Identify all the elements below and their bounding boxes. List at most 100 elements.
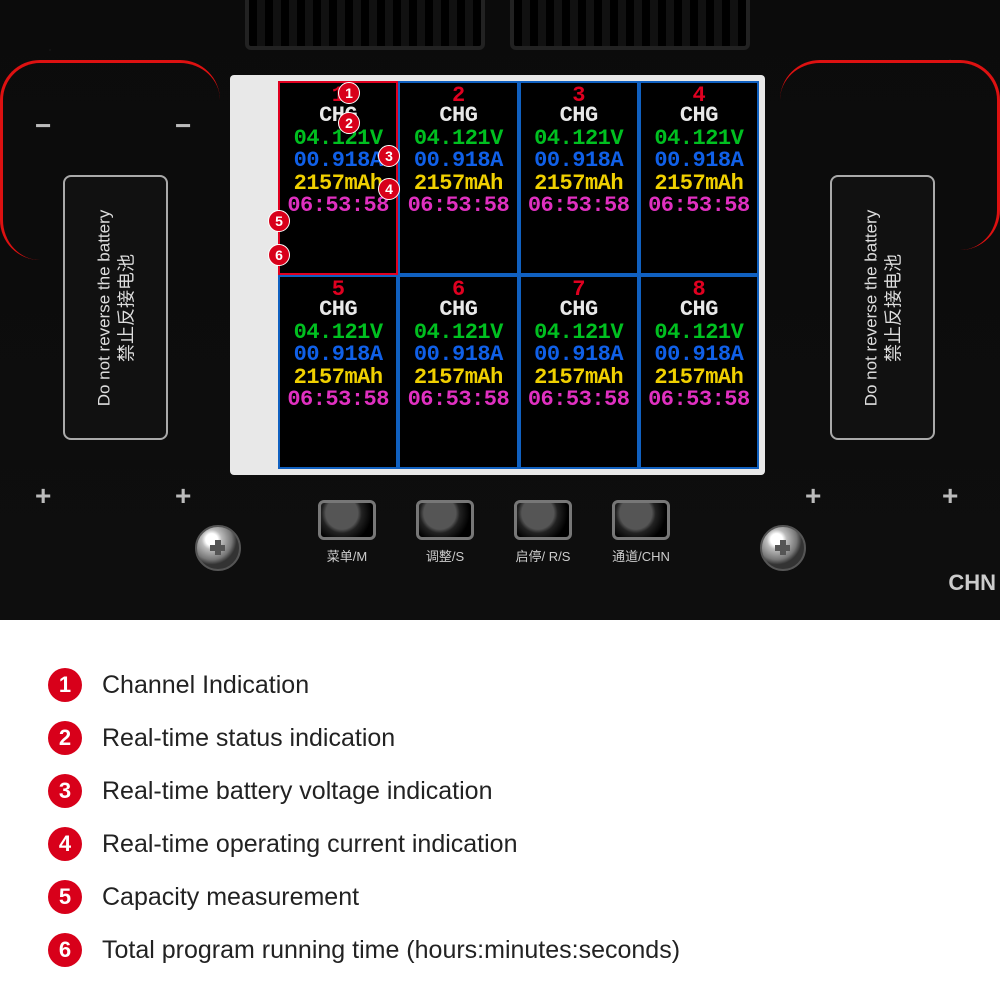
cell-status: CHG <box>560 105 598 127</box>
legend: 1 Channel Indication 2 Real-time status ind… <box>0 620 1000 967</box>
cell-time: 06:53:58 <box>287 195 389 217</box>
lcd-cell-8: 8CHG04.121V00.918A2157mAh06:53:58 <box>639 275 759 469</box>
cell-capacity: 2157mAh <box>294 367 383 389</box>
cell-capacity: 2157mAh <box>534 173 623 195</box>
cell-status: CHG <box>439 299 477 321</box>
bay-warning-left: Do not reverse the battery 禁止反接电池 <box>93 209 138 406</box>
cell-time: 06:53:58 <box>287 389 389 411</box>
hw-button[interactable]: 调整/S <box>416 500 474 565</box>
cell-status: CHG <box>439 105 477 127</box>
legend-text: Real-time battery voltage indication <box>102 777 492 806</box>
hw-button[interactable]: 启停/ R/S <box>514 500 572 565</box>
button-cap[interactable] <box>318 500 376 540</box>
polarity-plus: + <box>35 480 51 512</box>
screw <box>760 525 806 571</box>
cell-status: CHG <box>560 299 598 321</box>
cell-capacity: 2157mAh <box>414 367 503 389</box>
screw <box>195 525 241 571</box>
legend-text: Total program running time (hours:minute… <box>102 936 680 965</box>
cell-capacity: 2157mAh <box>534 367 623 389</box>
legend-row-2: 2 Real-time status indication <box>48 721 970 755</box>
legend-badge: 3 <box>48 774 82 808</box>
cell-time: 06:53:58 <box>408 195 510 217</box>
cell-capacity: 2157mAh <box>414 173 503 195</box>
polarity-plus: + <box>175 480 191 512</box>
cell-time: 06:53:58 <box>648 389 750 411</box>
lcd-cell-4: 4CHG04.121V00.918A2157mAh06:53:58 <box>639 81 759 275</box>
lcd-cell-2: 2CHG04.121V00.918A2157mAh06:53:58 <box>398 81 518 275</box>
lcd-callout-4: 4 <box>378 178 400 200</box>
cell-current: 00.918A <box>414 150 503 172</box>
cell-time: 06:53:58 <box>528 389 630 411</box>
polarity-minus: − <box>35 110 51 142</box>
hw-button[interactable]: 通道/CHN <box>612 500 670 565</box>
cell-current: 00.918A <box>414 344 503 366</box>
button-label: 菜单/M <box>327 546 367 565</box>
legend-row-1: 1 Channel Indication <box>48 668 970 702</box>
cell-voltage: 04.121V <box>414 128 503 150</box>
legend-text: Real-time operating current indication <box>102 830 518 859</box>
button-cap[interactable] <box>514 500 572 540</box>
cell-current: 00.918A <box>294 344 383 366</box>
cell-voltage: 04.121V <box>294 128 383 150</box>
bay-warning-en: Do not reverse the battery <box>861 209 880 406</box>
lcd-callout-1: 1 <box>338 82 360 104</box>
legend-row-3: 3 Real-time battery voltage indication <box>48 774 970 808</box>
polarity-plus: + <box>805 480 821 512</box>
cell-voltage: 04.121V <box>294 322 383 344</box>
polarity-plus: + <box>942 480 958 512</box>
legend-row-4: 4 Real-time operating current indication <box>48 827 970 861</box>
cell-capacity: 2157mAh <box>654 173 743 195</box>
legend-badge: 4 <box>48 827 82 861</box>
bay-warning-en: Do not reverse the battery <box>94 209 113 406</box>
legend-badge: 1 <box>48 668 82 702</box>
lcd-cell-5: 5CHG04.121V00.918A2157mAh06:53:58 <box>278 275 398 469</box>
legend-row-5: 5 Capacity measurement <box>48 880 970 914</box>
button-cap[interactable] <box>416 500 474 540</box>
cell-current: 00.918A <box>534 344 623 366</box>
lcd-cell-7: 7CHG04.121V00.918A2157mAh06:53:58 <box>519 275 639 469</box>
cell-capacity: 2157mAh <box>654 367 743 389</box>
lcd-screen: 1CHG04.121V00.918A2157mAh06:53:582CHG04.… <box>278 81 759 469</box>
button-cap[interactable] <box>612 500 670 540</box>
lcd-cell-6: 6CHG04.121V00.918A2157mAh06:53:58 <box>398 275 518 469</box>
legend-badge: 2 <box>48 721 82 755</box>
bay-warning-right: Do not reverse the battery 禁止反接电池 <box>860 209 905 406</box>
fan-left <box>245 0 485 50</box>
chn-side-label: CHN <box>948 570 996 596</box>
lcd-callout-3: 3 <box>378 145 400 167</box>
button-row: 菜单/M 调整/S 启停/ R/S 通道/CHN <box>318 500 670 565</box>
button-label: 调整/S <box>426 546 464 565</box>
cell-time: 06:53:58 <box>528 195 630 217</box>
lcd-callout-5: 5 <box>268 210 290 232</box>
cell-voltage: 04.121V <box>654 128 743 150</box>
cell-voltage: 04.121V <box>654 322 743 344</box>
cell-current: 00.918A <box>294 150 383 172</box>
battery-bay-left: Do not reverse the battery 禁止反接电池 <box>63 175 168 440</box>
lcd-callout-2: 2 <box>338 112 360 134</box>
cell-status: CHG <box>680 299 718 321</box>
cell-status: CHG <box>680 105 718 127</box>
battery-bay-right: Do not reverse the battery 禁止反接电池 <box>830 175 935 440</box>
button-label: 启停/ R/S <box>516 546 571 565</box>
fan-right <box>510 0 750 50</box>
legend-badge: 5 <box>48 880 82 914</box>
cell-voltage: 04.121V <box>534 322 623 344</box>
bay-warning-cn: 禁止反接电池 <box>882 209 905 406</box>
hw-button[interactable]: 菜单/M <box>318 500 376 565</box>
legend-text: Channel Indication <box>102 671 309 700</box>
pcb-area: Do not reverse the battery 禁止反接电池 Do not… <box>0 0 1000 620</box>
cell-voltage: 04.121V <box>534 128 623 150</box>
cell-current: 00.918A <box>654 344 743 366</box>
cell-current: 00.918A <box>654 150 743 172</box>
legend-badge: 6 <box>48 933 82 967</box>
polarity-minus: − <box>175 110 191 142</box>
cell-time: 06:53:58 <box>648 195 750 217</box>
legend-text: Real-time status indication <box>102 724 395 753</box>
legend-text: Capacity measurement <box>102 883 359 912</box>
cell-voltage: 04.121V <box>414 322 503 344</box>
lcd-callout-6: 6 <box>268 244 290 266</box>
lcd-frame: 1CHG04.121V00.918A2157mAh06:53:582CHG04.… <box>230 75 765 475</box>
cell-capacity: 2157mAh <box>294 173 383 195</box>
button-label: 通道/CHN <box>612 546 670 565</box>
